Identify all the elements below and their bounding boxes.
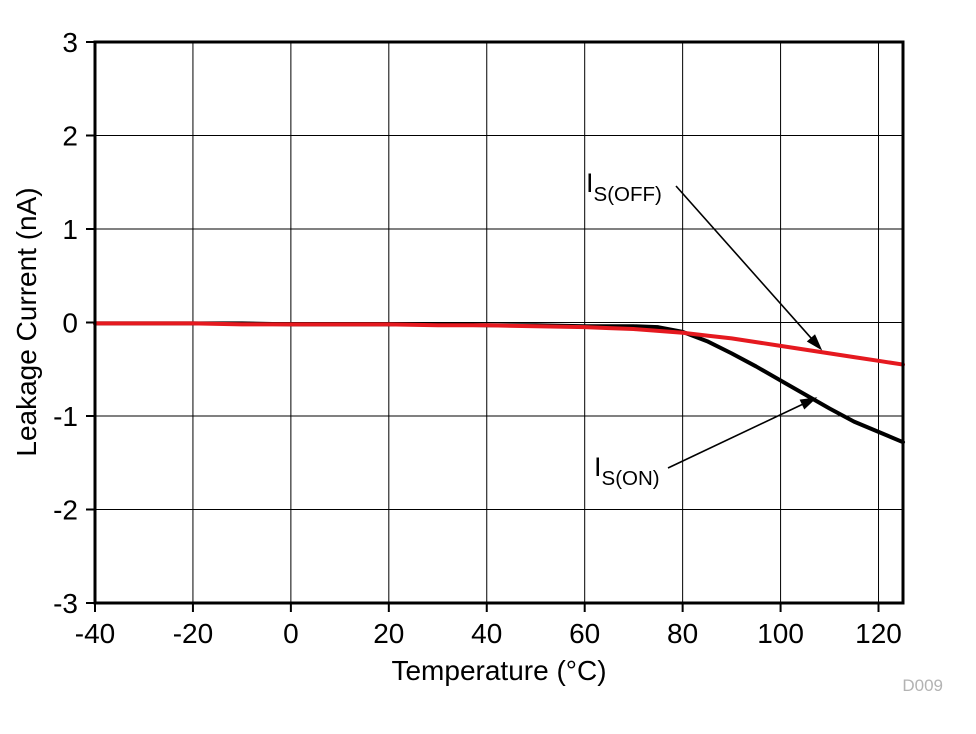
x-tick-label: 40	[471, 618, 502, 649]
x-tick-label: 20	[373, 618, 404, 649]
annotation-is-on-label: IS(ON)	[594, 452, 660, 489]
x-tick-label: 0	[283, 618, 299, 649]
annotation-leader-is-off	[675, 185, 819, 347]
x-tick-label: -40	[75, 618, 115, 649]
x-tick-label: 60	[569, 618, 600, 649]
annotation-arrowhead-is-on	[799, 397, 818, 410]
x-tick-label: 80	[667, 618, 698, 649]
y-tick-label: 3	[62, 27, 78, 58]
x-tick-label: -20	[173, 618, 213, 649]
annotation-is-on-sub: S(ON)	[601, 466, 660, 490]
y-tick-label: -3	[53, 588, 78, 619]
curve-is-off	[93, 321, 905, 367]
annotation-leader-is-on	[667, 399, 813, 469]
annotation-is-off-sub: S(OFF)	[593, 182, 662, 206]
annotation-is-on-main: I	[594, 452, 602, 482]
x-axis-title: Temperature (°C)	[391, 655, 607, 686]
y-tick-label: -1	[53, 401, 78, 432]
curve-is-on	[93, 321, 905, 445]
y-tick-label: -2	[53, 495, 78, 526]
annotation-arrowhead-is-off	[806, 334, 823, 351]
figure-id-watermark: D009	[902, 676, 943, 695]
y-tick-label: 0	[62, 308, 78, 339]
y-axis-title: Leakage Current (nA)	[11, 187, 42, 457]
annotation-is-off-main: I	[586, 168, 594, 198]
y-tick-label: 1	[62, 214, 78, 245]
annotation-is-off-label: IS(OFF)	[586, 168, 662, 205]
x-tick-label: 100	[757, 618, 804, 649]
x-tick-label: 120	[855, 618, 902, 649]
y-tick-label: 2	[62, 121, 78, 152]
